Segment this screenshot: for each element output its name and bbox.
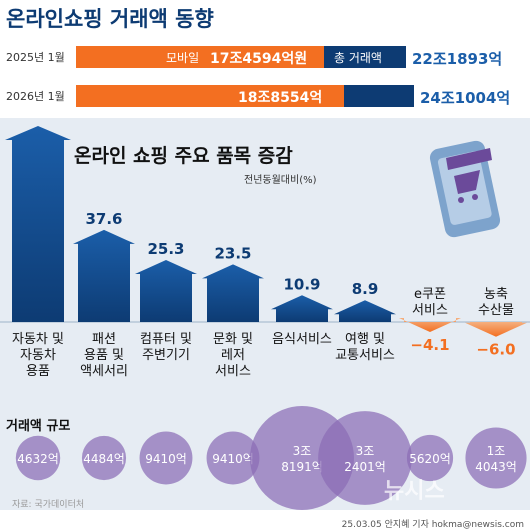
year-label-2026: 2026년 1월 [6, 90, 65, 103]
mobile-bar-2026 [76, 85, 344, 107]
value-label-1: 37.6 [85, 210, 122, 228]
category-label-0: 자동차 및 [12, 332, 64, 347]
volume-label-3: 9410억 [212, 452, 254, 466]
bar-7 [465, 322, 527, 337]
category-label-3: 문화 및 [213, 332, 253, 347]
category-label-2: 주변기기 [142, 348, 190, 363]
value-label-4: 10.9 [283, 275, 320, 293]
value-label-6: −4.1 [410, 336, 449, 354]
bar-1 [73, 229, 135, 322]
category-label-1: 용품 및 [84, 348, 124, 363]
volume-label-2: 9410억 [145, 452, 187, 466]
volume-bubble-5 [318, 411, 412, 505]
total-label: 총 거래액 [334, 51, 382, 65]
volume-label-7: 1조 [487, 444, 506, 458]
shopping-phone-icon [429, 140, 501, 238]
bar-3 [202, 264, 264, 322]
volume-label-6: 5620억 [409, 452, 451, 466]
volume-bubble-2 [139, 431, 193, 485]
bar-5 [334, 300, 396, 322]
category-label-0: 자동차 [20, 348, 56, 363]
volume-label-7: 4043억 [475, 460, 517, 474]
category-label-0: 용품 [26, 364, 50, 379]
chart-title: 온라인 쇼핑 주요 품목 증감 [74, 145, 293, 167]
volume-label-0: 4632억 [17, 452, 59, 466]
bars-layer: 37.6 25.3 23.5 10.9 8.9 −4.1 −6.0 [5, 126, 527, 359]
volume-label-4: 3조 [293, 444, 312, 458]
volume-bubble-7 [465, 427, 527, 489]
category-label-2: 컴퓨터 및 [140, 332, 192, 347]
mobile-bar-2025 [76, 46, 324, 68]
bar-auto [5, 126, 71, 322]
page-title: 온라인쇼핑 거래액 동향 [6, 7, 214, 31]
mobile-label: 모바일 [166, 51, 199, 65]
category-label-6: e쿠폰 [414, 287, 446, 302]
volume-label-5: 2401억 [344, 460, 386, 474]
value-label-3: 23.5 [214, 244, 251, 262]
mobile-value-2026: 18조8554억 [238, 90, 322, 106]
category-label-7: 수산물 [478, 303, 514, 318]
category-label-3: 레저 [221, 348, 245, 363]
volume-label-5: 3조 [356, 444, 375, 458]
volume-bubble-3 [206, 431, 260, 485]
value-label-2: 25.3 [147, 240, 184, 258]
year-label-2025: 2025년 1월 [6, 51, 65, 64]
mobile-value-2025: 17조4594억원 [210, 51, 307, 67]
volume-bubble-1 [81, 435, 127, 481]
bar-4 [271, 295, 333, 322]
value-label-7: −6.0 [476, 341, 515, 359]
total-value-2026: 24조1004억 [420, 89, 510, 107]
total-value-2025: 22조1893억 [412, 50, 502, 68]
category-label-1: 액세서리 [80, 364, 128, 379]
volume-bubble-6 [406, 434, 454, 482]
credit-label: 25.03.05 안지혜 기자 hokma@newsis.com [342, 518, 524, 530]
source-label: 자료: 국가데이터처 [12, 498, 84, 510]
bar-6 [399, 318, 461, 333]
category-label-7: 농축 [484, 287, 508, 302]
category-label-4: 음식서비스 [272, 332, 332, 347]
volume-bubbles-layer: 4632억 4484억 9410억 9410억 3조 8191억 3조 2401억 5620억 1… [15, 406, 527, 510]
bar-2 [135, 260, 197, 322]
unit-label: 전년동월대비(%) [244, 174, 317, 186]
volume-bubble-0 [15, 435, 61, 481]
watermark-logo: 뉴시스 [384, 479, 445, 504]
volume-label: 거래액 규모 [6, 419, 70, 434]
category-label-1: 패션 [92, 332, 116, 347]
value-label-5: 8.9 [352, 280, 379, 298]
volume-label-4: 8191억 [281, 460, 323, 474]
category-label-5: 교통서비스 [335, 348, 395, 363]
category-label-6: 서비스 [412, 303, 448, 318]
category-label-5: 여행 및 [345, 331, 385, 347]
volume-label-1: 4484억 [83, 452, 125, 466]
category-label-3: 서비스 [215, 364, 251, 379]
